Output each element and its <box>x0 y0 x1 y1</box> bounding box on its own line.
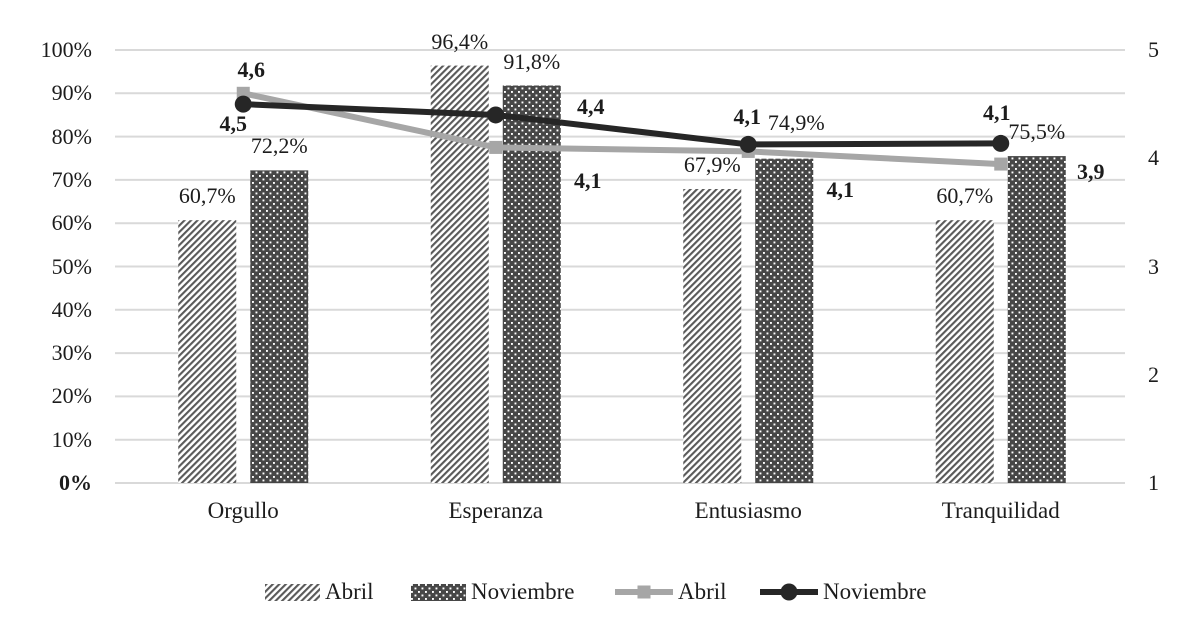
bar-noviembre-1 <box>502 85 561 484</box>
bar-abril-1 <box>430 65 489 483</box>
bar-abril-3 <box>935 220 994 483</box>
square-marker <box>994 157 1008 171</box>
circle-marker <box>992 134 1010 152</box>
circle-marker <box>234 95 252 113</box>
bar-series-noviembre-1 <box>250 85 1066 484</box>
square-marker <box>489 140 503 154</box>
line-series-abril-0 <box>236 86 1008 171</box>
bar-abril-2 <box>683 188 742 484</box>
bar-noviembre-3 <box>1007 156 1066 483</box>
line-series-noviembre-1 <box>234 95 1010 153</box>
bar-noviembre-0 <box>250 170 309 483</box>
bar-noviembre-2 <box>755 158 814 484</box>
bar-series-abril-0 <box>178 65 994 484</box>
circle-marker <box>739 135 757 153</box>
circle-marker <box>487 106 505 124</box>
bar-abril-0 <box>178 220 237 483</box>
